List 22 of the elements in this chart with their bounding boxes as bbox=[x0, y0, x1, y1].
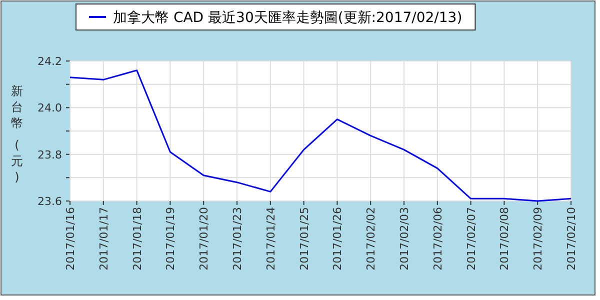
x-tick-label: 2017/02/10 bbox=[565, 207, 578, 270]
x-tick-label: 2017/01/16 bbox=[64, 207, 77, 270]
x-tick-label: 2017/01/25 bbox=[298, 207, 311, 270]
y-tick-label: 24.0 bbox=[38, 102, 62, 115]
y-axis-title: 新台幣 (元) bbox=[11, 84, 23, 184]
x-tick-label: 2017/01/24 bbox=[264, 207, 278, 270]
x-tick-label: 2017/02/03 bbox=[398, 207, 411, 270]
y-tick-label: 24.2 bbox=[38, 55, 62, 68]
y-tick-label: 23.8 bbox=[38, 148, 62, 162]
x-tick-label: 2017/02/02 bbox=[364, 207, 378, 270]
x-tick-label: 2017/01/18 bbox=[130, 207, 144, 270]
x-tick-label: 2017/02/06 bbox=[431, 207, 444, 270]
x-tick-label: 2017/02/07 bbox=[464, 207, 478, 270]
x-tick-label: 2017/01/23 bbox=[231, 207, 244, 270]
x-tick-label: 2017/01/20 bbox=[198, 207, 211, 270]
x-tick-label: 2017/02/08 bbox=[498, 207, 512, 270]
x-tick-label: 2017/01/19 bbox=[164, 207, 178, 270]
x-tick-label: 2017/02/09 bbox=[532, 207, 545, 270]
legend-label: 加拿大幣 CAD 最近30天匯率走勢圖(更新:2017/02/13) bbox=[113, 10, 462, 26]
x-tick-label: 2017/01/26 bbox=[331, 207, 344, 270]
y-tick-label: 23.6 bbox=[38, 195, 62, 208]
x-tick-label: 2017/01/17 bbox=[97, 207, 110, 270]
